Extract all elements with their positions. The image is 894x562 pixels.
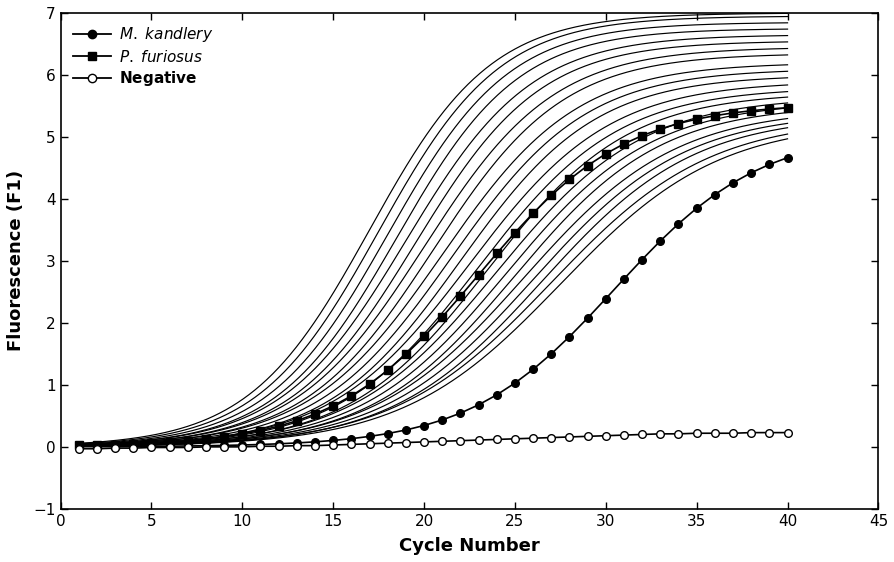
Y-axis label: Fluorescence (F1): Fluorescence (F1) [7, 170, 25, 351]
X-axis label: Cycle Number: Cycle Number [399, 537, 539, 555]
Legend: $\it{M.}$ $\it{kandlery}$, $\it{P.}$ $\it{furiosus}$, $\bf{Negative}$: $\it{M.}$ $\it{kandlery}$, $\it{P.}$ $\i… [68, 21, 217, 93]
